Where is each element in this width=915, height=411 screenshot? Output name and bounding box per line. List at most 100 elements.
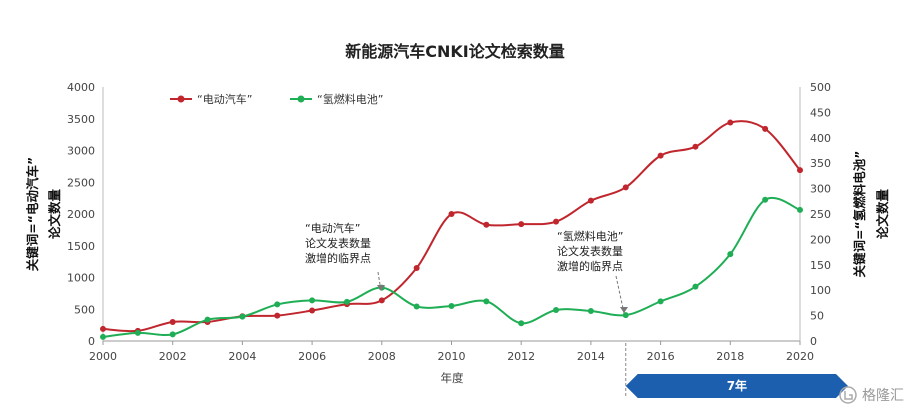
series-point-1 [204, 316, 211, 323]
series-point-0 [622, 184, 629, 191]
annotation-text: 激增的临界点 [557, 259, 623, 273]
series-point-1 [239, 313, 246, 320]
series-point-1 [134, 329, 141, 336]
left-axis-ticks: 0 500 1000 1500 2000 2500 3000 3500 4000 [67, 81, 95, 348]
series-point-0 [100, 325, 106, 332]
series-point-0 [518, 221, 525, 228]
right-axis-label: 关键词=“氢燃料电池” 论文数量 [852, 151, 890, 278]
series-point-0 [483, 221, 490, 228]
right-tick-label: 100 [810, 284, 831, 297]
legend-label: “电动汽车” [197, 92, 252, 106]
x-tick-label: 2010 [438, 350, 466, 363]
right-tick-label: 150 [810, 259, 831, 272]
series-point-1 [622, 312, 629, 319]
x-tick-label: 2012 [507, 350, 535, 363]
right-tick-label: 250 [810, 208, 831, 221]
annotation-text: 论文发表数量 [305, 236, 371, 250]
series-point-0 [169, 318, 176, 325]
left-tick-label: 500 [74, 303, 95, 316]
left-tick-label: 1000 [67, 272, 95, 285]
x-tick-label: 2016 [647, 350, 675, 363]
right-tick-label: 50 [810, 310, 824, 323]
x-axis-ticks: 2000 2002 2004 2006 2008 2010 2012 2014 2016 2018… [89, 341, 814, 363]
x-tick-label: 2004 [228, 350, 256, 363]
right-tick-label: 400 [810, 132, 831, 145]
annotation-text: 论文发表数量 [557, 244, 623, 258]
series-point-1 [309, 297, 316, 304]
series-point-0 [657, 152, 664, 159]
series-point-1 [797, 206, 803, 213]
series-point-1 [587, 308, 594, 315]
left-tick-label: 2000 [67, 208, 95, 221]
x-tick-label: 2002 [159, 350, 187, 363]
series-point-0 [762, 125, 769, 132]
x-tick-label: 2020 [786, 350, 814, 363]
series-layer [100, 119, 803, 340]
series-point-1 [727, 251, 734, 258]
banner-arrow [625, 374, 848, 398]
series-point-1 [483, 298, 490, 305]
legend: “电动汽车” “氢燃料电池” [170, 92, 383, 106]
watermark-logo-icon [839, 386, 857, 404]
x-axis-label: 年度 [441, 371, 464, 385]
series-point-0 [448, 211, 455, 217]
left-axis-label-line: 论文数量 [47, 189, 62, 240]
legend-label: “氢燃料电池” [317, 92, 383, 106]
series-point-1 [343, 298, 350, 305]
right-tick-label: 300 [810, 183, 831, 196]
right-axis-label-line: 论文数量 [875, 189, 890, 240]
series-point-0 [797, 167, 803, 174]
x-tick-label: 2014 [577, 350, 605, 363]
series-point-1 [762, 196, 769, 203]
series-point-1 [448, 302, 455, 309]
left-tick-label: 2500 [67, 176, 95, 189]
chart-title: 新能源汽车CNKI论文检索数量 [345, 42, 565, 61]
series-point-0 [378, 297, 385, 304]
series-line-1 [102, 197, 801, 338]
series-point-0 [413, 264, 420, 271]
series-point-1 [100, 333, 106, 340]
watermark: 格隆汇 [839, 386, 904, 404]
series-point-0 [309, 307, 316, 314]
annotation-arrow-head [620, 307, 628, 313]
annotation-arrow-head [377, 285, 385, 291]
right-tick-label: 500 [810, 81, 831, 94]
banner-label: 7年 [727, 378, 747, 393]
right-tick-label: 350 [810, 157, 831, 170]
left-tick-label: 3000 [67, 145, 95, 158]
series-point-1 [657, 298, 664, 305]
series-0 [100, 119, 803, 334]
series-point-0 [587, 197, 594, 204]
left-tick-label: 1500 [67, 240, 95, 253]
series-line-0 [102, 120, 801, 333]
annotation-text: “电动汽车” [305, 221, 360, 235]
right-axis-label-line: 关键词=“氢燃料电池” [852, 151, 867, 278]
right-tick-label: 200 [810, 233, 831, 246]
series-point-0 [553, 218, 560, 225]
series-point-1 [274, 301, 281, 308]
series-point-1 [169, 331, 176, 338]
left-tick-label: 3500 [67, 113, 95, 126]
x-tick-label: 2006 [298, 350, 326, 363]
left-tick-label: 4000 [67, 81, 95, 94]
left-tick-label: 0 [88, 335, 95, 348]
left-axis-label-line: 关键词=“电动汽车” [25, 157, 40, 271]
right-tick-label: 0 [810, 335, 817, 348]
right-tick-label: 450 [810, 106, 831, 119]
x-tick-label: 2000 [89, 350, 117, 363]
x-tick-label: 2018 [716, 350, 744, 363]
legend-swatch-marker [177, 95, 185, 103]
right-axis-ticks: 0 50 100 150 200 250 300 350 400 450 500 [810, 81, 831, 348]
series-point-0 [727, 119, 734, 126]
legend-swatch-marker [297, 95, 305, 103]
watermark-text: 格隆汇 [862, 388, 904, 404]
series-1 [100, 196, 803, 340]
series-point-0 [692, 143, 699, 150]
series-point-0 [274, 312, 281, 319]
annotation-text: “氢燃料电池” [557, 229, 623, 243]
series-point-1 [518, 320, 525, 327]
annotation-text: 激增的临界点 [305, 251, 371, 265]
